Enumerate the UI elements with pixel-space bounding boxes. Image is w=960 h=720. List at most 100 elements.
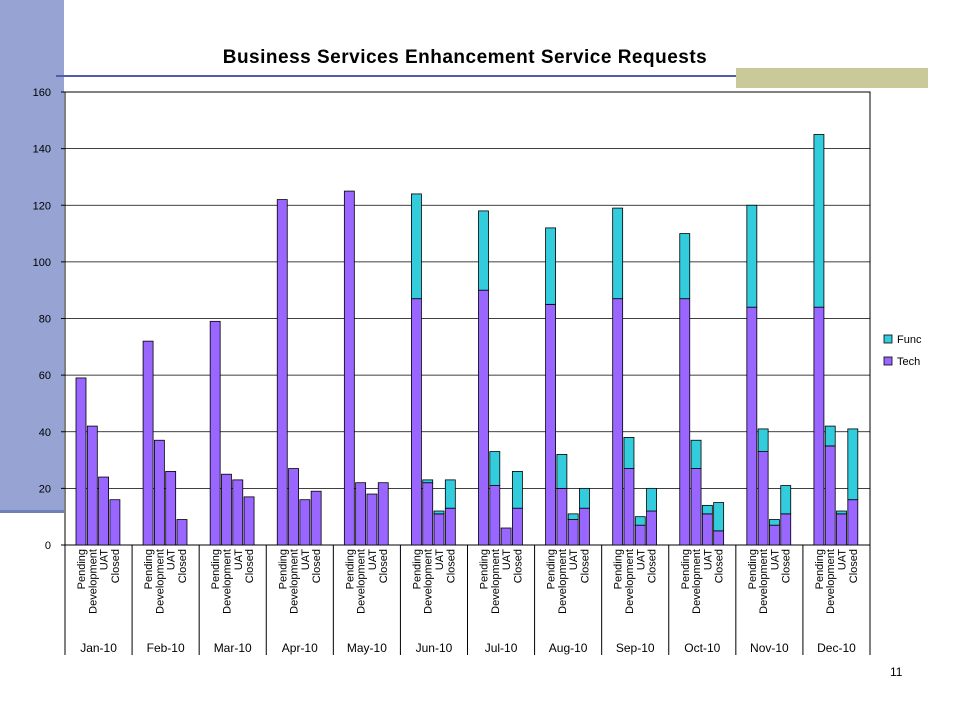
x-status-label: Closed [848, 549, 860, 583]
x-status-label: Development [624, 549, 636, 614]
bar-tech [276, 199, 288, 546]
x-status-label: Pending [344, 549, 356, 589]
x-status-label: Development [423, 549, 435, 614]
bar-func [411, 193, 422, 300]
x-month-label: Jul-10 [485, 641, 518, 655]
bar-func [824, 425, 836, 447]
bar-tech [623, 468, 635, 546]
bar-tech [288, 468, 299, 546]
x-month-label: Jun-10 [416, 641, 453, 655]
x-status-label: Development [87, 549, 99, 614]
x-month-label: Feb-10 [147, 641, 185, 655]
bar-func [713, 502, 725, 532]
bar-tech [343, 190, 355, 546]
bar-tech [701, 513, 713, 546]
legend-swatch [883, 356, 893, 366]
bar-tech [209, 320, 221, 546]
bar-func [567, 513, 579, 520]
x-status-label: Closed [579, 549, 591, 583]
bar-func [813, 134, 825, 308]
bar-func [836, 510, 847, 515]
bar-tech [444, 507, 456, 546]
bar-tech [746, 306, 758, 546]
y-tick-label: 140 [33, 144, 51, 156]
bar-tech [780, 513, 792, 546]
bar-func [634, 516, 646, 526]
y-tick-label: 160 [33, 87, 51, 99]
x-status-label: Development [691, 549, 703, 614]
x-status-label: Pending [546, 549, 558, 589]
x-status-label: Closed [714, 549, 726, 583]
x-status-label: Development [154, 549, 166, 614]
y-tick-label: 40 [39, 427, 51, 439]
bar-tech [109, 499, 121, 546]
bar-tech [221, 473, 232, 546]
y-tick-label: 100 [33, 257, 51, 269]
x-status-label: UAT [434, 549, 446, 570]
bar-tech [176, 519, 188, 546]
page-number: 11 [890, 665, 903, 679]
x-status-label: UAT [568, 549, 580, 570]
bar-tech [757, 451, 769, 546]
legend-swatch [883, 334, 893, 344]
bar-tech [579, 507, 590, 546]
decorative-left-band-edge [0, 510, 64, 513]
x-status-label: Pending [747, 549, 759, 589]
x-status-label: UAT [99, 549, 111, 570]
bar-tech [612, 298, 624, 546]
x-status-label: UAT [501, 549, 513, 570]
x-month-label: Aug-10 [549, 641, 588, 655]
x-status-label: Pending [210, 549, 222, 589]
x-status-label: Closed [311, 549, 323, 583]
x-month-label: Mar-10 [214, 641, 252, 655]
bar-tech [355, 482, 367, 546]
bar-tech [142, 340, 154, 546]
bar-tech [411, 298, 422, 546]
bar-func [746, 204, 758, 308]
bar-func [422, 479, 434, 484]
x-status-label: Development [825, 549, 837, 614]
x-status-label: Pending [479, 549, 491, 589]
bar-tech [478, 289, 489, 546]
bar-func [769, 519, 780, 526]
decorative-accent-block [736, 68, 928, 88]
bar-tech [556, 487, 568, 546]
bar-tech [232, 479, 244, 546]
x-month-label: Apr-10 [282, 641, 318, 655]
x-status-label: UAT [769, 549, 781, 570]
bar-tech [679, 298, 691, 546]
x-status-label: Development [289, 549, 301, 614]
bar-func [478, 210, 489, 291]
x-month-label: May-10 [347, 641, 387, 655]
bar-tech [713, 530, 725, 546]
bar-func [612, 207, 624, 300]
bar-func [545, 227, 556, 305]
bar-tech [690, 468, 702, 546]
bar-tech [567, 519, 579, 546]
y-tick-label: 20 [39, 483, 51, 495]
x-status-label: Closed [244, 549, 256, 583]
bar-func [847, 428, 859, 501]
bar-tech [98, 476, 109, 546]
bar-tech [377, 482, 389, 546]
x-status-label: Closed [177, 549, 189, 583]
x-status-label: Closed [781, 549, 793, 583]
bar-tech [433, 513, 445, 546]
x-status-label: UAT [702, 549, 714, 570]
bar-tech [500, 527, 512, 546]
bar-tech [165, 470, 177, 546]
x-month-label: Nov-10 [750, 641, 789, 655]
bar-tech [813, 306, 825, 546]
bar-tech [634, 524, 646, 546]
bar-func [489, 451, 501, 486]
bar-tech [310, 490, 322, 546]
x-status-label: UAT [635, 549, 647, 570]
x-month-label: Dec-10 [817, 641, 856, 655]
bar-tech [489, 485, 501, 546]
decorative-left-band [0, 0, 64, 512]
y-tick-label: 60 [39, 370, 51, 382]
x-status-label: Development [221, 549, 233, 614]
x-status-label: Pending [814, 549, 826, 589]
bar-func [646, 487, 657, 512]
